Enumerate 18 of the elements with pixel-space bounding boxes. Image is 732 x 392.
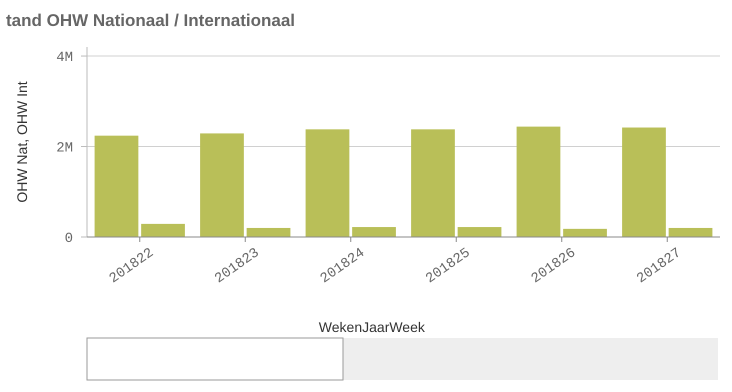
- y-axis-title: OHW Nat, OHW Int: [14, 81, 30, 203]
- y-tick-label: 4M: [56, 50, 73, 66]
- y-tick-label: 2M: [56, 140, 73, 156]
- chart-title: tand OHW Nationaal / Internationaal: [6, 11, 296, 30]
- bar: [352, 227, 396, 237]
- bar: [458, 227, 502, 237]
- bar: [622, 128, 666, 237]
- bar: [516, 126, 560, 237]
- bar: [141, 224, 185, 237]
- bar: [411, 129, 455, 237]
- x-axis-title: WekenJaarWeek: [318, 319, 426, 335]
- bar: [246, 228, 290, 237]
- bar: [200, 133, 244, 237]
- y-tick-label: 0: [64, 230, 73, 247]
- bar: [306, 129, 350, 237]
- bar: [94, 136, 138, 237]
- bar: [563, 228, 607, 237]
- bar: [668, 228, 712, 237]
